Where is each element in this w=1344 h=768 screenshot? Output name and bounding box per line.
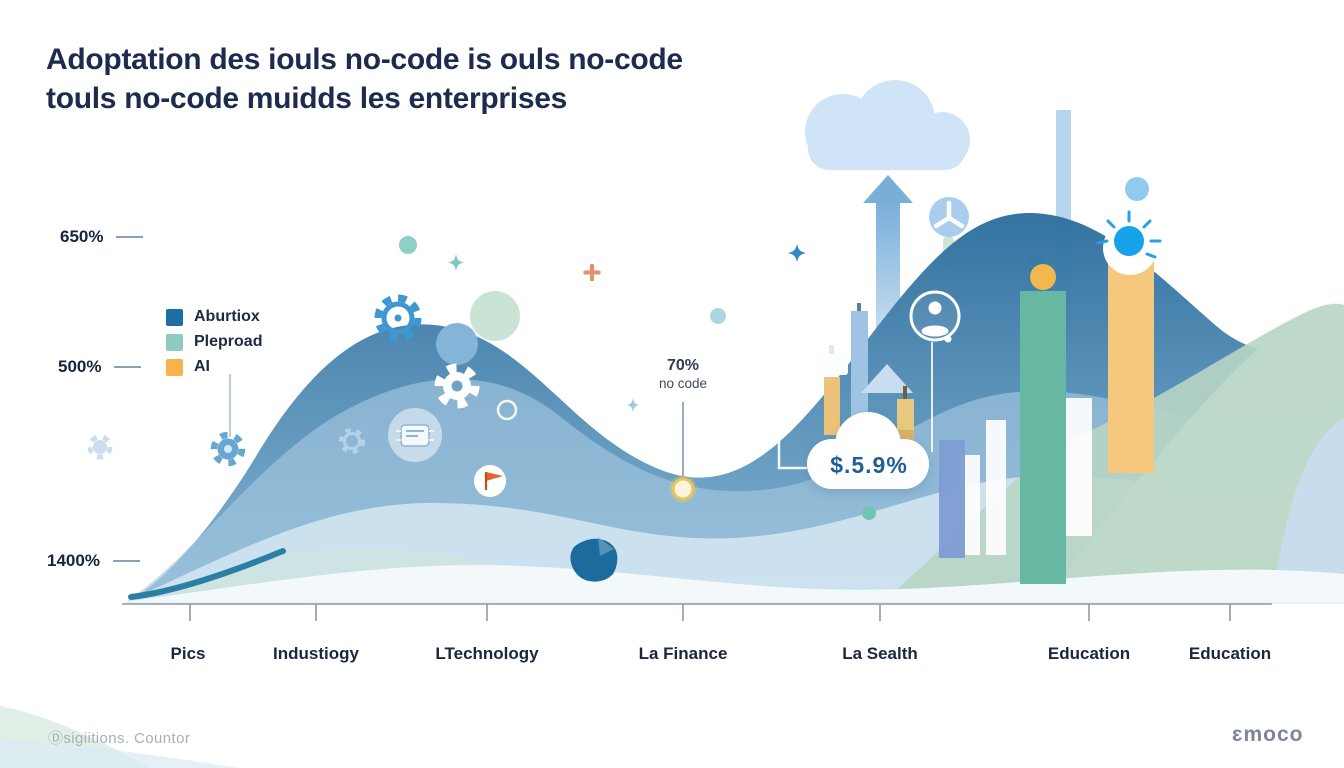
flag-badge-icon [474,465,506,497]
dot-teal-small [399,236,417,254]
sparkle-teal-icon [448,254,464,271]
sparkle-blue-icon [788,244,806,262]
x-axis-label-pics: Pics [170,644,206,663]
x-axis-label-la-finance: La Finance [638,644,728,663]
dot-pale-blue [710,308,726,324]
y-axis-label-500: 500% [58,357,142,377]
cpu-badge-icon [388,408,442,462]
mini-skyline [817,303,914,447]
y-tick-dash [116,236,144,238]
wave-dark-edge [128,548,286,600]
corner-tint-blue [0,738,240,768]
legend-label: Aburtiox [194,308,260,325]
chart-title: Adoptation des iouls no-code is ouls no-… [46,40,766,118]
arrow-outline-white-icon [768,412,808,470]
legend-swatch-orange [166,358,183,376]
y-tick-dash [114,366,142,368]
y-axis-label-650: 650% [60,227,144,247]
x-axis-label-education-2: Education [1188,644,1272,663]
legend-swatch-teal [166,333,183,351]
plus-orange-icon [583,264,601,281]
gear-small-outline-icon [339,428,365,454]
x-axis-label-education-1: Education [1047,644,1131,663]
legend-label: AI [194,358,210,375]
chart-title-line2: touls no-code muidds les enterprises [46,82,567,115]
bar-teal [1020,264,1066,584]
white-bars [960,398,1092,555]
blob-dark-blue [570,537,618,582]
legend-item-aburtiox: Aburtiox [166,308,262,326]
legend-label: Pleproad [194,333,263,350]
gear-faint-left-icon [87,434,113,460]
circle-outline-white [496,399,518,421]
legend-item-ai: AI [166,358,262,376]
annotation-no-code-label: no code [658,376,708,391]
annotation-no-code: 70% no code [659,357,707,391]
no-code-pointer [669,402,697,503]
y-axis-label-1400: 1400% [47,551,140,571]
gear-hanging-icon [210,374,246,467]
gear-white-icon [434,363,480,409]
dot-green-large [470,291,520,341]
money-cloud [807,412,929,489]
x-axis-label-la-sealth: La Sealth [842,644,918,663]
dot-teal-mid [862,506,876,520]
wave-bottom-light [122,565,1344,602]
cloud-icon [805,80,970,170]
dot-blue-medium [436,323,478,365]
footer-logo: ɛmoco [1232,723,1304,746]
annotation-no-code-pct: 70% [666,357,700,374]
annotation-cloud-value: $.5.9% [830,452,908,478]
sun-icon [1096,177,1162,275]
x-axis [122,603,1272,621]
bar-periwinkle [939,440,965,558]
y-tick-text: 500% [58,357,102,376]
chart-title-line1: Adoptation des iouls no-code is ouls no-… [46,43,683,76]
legend: Aburtiox Pleproad AI [166,308,262,376]
gear-outline-blue-icon [374,294,422,342]
bar-yellow [1108,261,1154,473]
user-badge-icon [909,290,961,452]
sparkle-small-blue-icon [627,398,639,412]
y-tick-text: 650% [60,227,104,246]
y-tick-text: 1400% [47,551,100,570]
x-axis-label-ltechnology: LTechnology [435,644,539,663]
wave-pale-right-edge [1272,418,1344,602]
y-tick-dash [112,560,140,562]
legend-item-pleproad: Pleproad [166,333,262,351]
footer-credit: Ⓓsigiitions. Countor [48,730,191,747]
legend-swatch-blue [166,308,183,326]
x-axis-label-industiogy: Industiogy [273,644,359,663]
